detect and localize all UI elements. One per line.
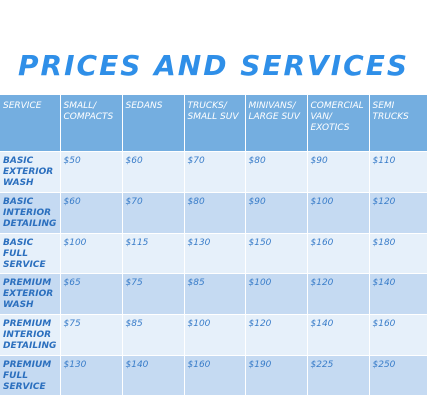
price-cell: $160: [369, 314, 427, 356]
price-cell: $100: [245, 273, 308, 315]
table-header-row: SERVICE SMALL/ COMPACTS SEDANS TRUCKS/ S…: [0, 95, 427, 152]
service-name: BASIC FULL SERVICE: [0, 233, 61, 274]
price-cell: $70: [122, 192, 185, 234]
service-name: PREMIUM EXTERIOR WASH: [0, 273, 61, 315]
price-cell: $90: [307, 151, 370, 193]
price-cell: $60: [122, 151, 185, 193]
price-cell: $150: [245, 233, 308, 274]
price-cell: $75: [122, 273, 185, 315]
price-cell: $225: [307, 355, 370, 396]
price-cell: $60: [60, 192, 123, 234]
header-comercial-van-exotics: COMERCIAL VAN/ EXOTICS: [307, 95, 370, 152]
service-name: BASIC INTERIOR DETAILING: [0, 192, 61, 234]
price-cell: $120: [245, 314, 308, 356]
service-name: BASIC EXTERIOR WASH: [0, 151, 61, 193]
price-cell: $85: [184, 273, 246, 315]
price-cell: $90: [245, 192, 308, 234]
page-title: PRICES AND SERVICES: [18, 48, 409, 82]
price-cell: $110: [369, 151, 427, 193]
service-name: PREMIUM INTERIOR DETAILING: [0, 314, 61, 356]
price-cell: $120: [307, 273, 370, 315]
header-sedans: SEDANS: [122, 95, 185, 152]
prices-table: SERVICE SMALL/ COMPACTS SEDANS TRUCKS/ S…: [0, 95, 427, 396]
table-row: BASIC EXTERIOR WASH $50 $60 $70 $80 $90 …: [0, 151, 427, 193]
price-cell: $130: [60, 355, 123, 396]
price-cell: $140: [122, 355, 185, 396]
table-row: PREMIUM INTERIOR DETAILING $75 $85 $100 …: [0, 314, 427, 356]
table-row: BASIC FULL SERVICE $100 $115 $130 $150 $…: [0, 233, 427, 274]
price-cell: $85: [122, 314, 185, 356]
price-cell: $120: [369, 192, 427, 234]
header-service: SERVICE: [0, 95, 61, 152]
header-small-compacts: SMALL/ COMPACTS: [60, 95, 123, 152]
header-trucks-small-suv: TRUCKS/ SMALL SUV: [184, 95, 246, 152]
price-cell: $140: [369, 273, 427, 315]
header-minivans-large-suv: MINIVANS/ LARGE SUV: [245, 95, 308, 152]
table-row: BASIC INTERIOR DETAILING $60 $70 $80 $90…: [0, 192, 427, 234]
price-cell: $130: [184, 233, 246, 274]
table-row: PREMIUM EXTERIOR WASH $65 $75 $85 $100 $…: [0, 273, 427, 315]
price-cell: $70: [184, 151, 246, 193]
header-semi-trucks: SEMI TRUCKS: [369, 95, 427, 152]
price-cell: $160: [184, 355, 246, 396]
price-cell: $115: [122, 233, 185, 274]
service-name: PREMIUM FULL SERVICE: [0, 355, 61, 396]
price-cell: $140: [307, 314, 370, 356]
table-row: PREMIUM FULL SERVICE $130 $140 $160 $190…: [0, 355, 427, 396]
price-cell: $100: [184, 314, 246, 356]
price-cell: $50: [60, 151, 123, 193]
price-cell: $160: [307, 233, 370, 274]
price-cell: $250: [369, 355, 427, 396]
price-cell: $180: [369, 233, 427, 274]
price-cell: $75: [60, 314, 123, 356]
price-cell: $100: [60, 233, 123, 274]
price-cell: $190: [245, 355, 308, 396]
price-cell: $80: [184, 192, 246, 234]
price-cell: $65: [60, 273, 123, 315]
price-cell: $100: [307, 192, 370, 234]
price-cell: $80: [245, 151, 308, 193]
